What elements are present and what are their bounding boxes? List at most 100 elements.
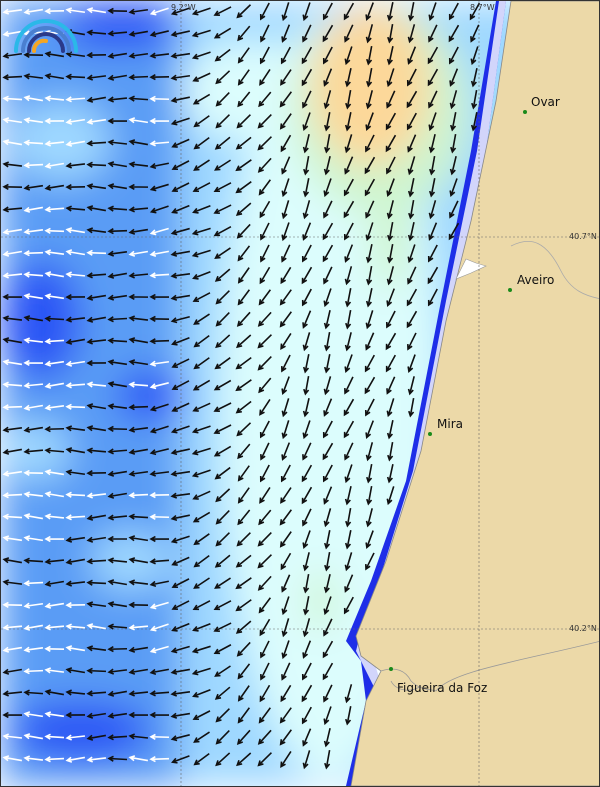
wave-arrow (191, 227, 211, 236)
wave-arrow (471, 89, 478, 110)
wave-arrow (149, 492, 170, 499)
wave-arrow (280, 46, 291, 65)
wave-arrow (366, 265, 373, 286)
wave-arrow (302, 508, 312, 527)
wave-arrow (343, 596, 354, 615)
wave-arrow (170, 645, 190, 654)
wave-arrow (2, 250, 23, 257)
wave-arrow (171, 204, 190, 214)
wave-arrow (215, 509, 230, 525)
city-label-ovar: Ovar (531, 95, 560, 109)
wave-arrow (128, 646, 149, 653)
wave-arrow (170, 7, 190, 16)
wave-arrow (303, 156, 310, 176)
wave-arrow (279, 113, 292, 130)
wave-arrow (236, 532, 251, 547)
wave-arrow (2, 52, 23, 59)
wave-arrow (343, 420, 355, 439)
wave-arrow (366, 486, 373, 506)
wave-arrow (44, 733, 65, 740)
wave-arrow (365, 90, 374, 110)
wave-arrow (86, 338, 107, 345)
wave-arrow (86, 316, 107, 323)
city-label-aveiro: Aveiro (517, 273, 555, 287)
wave-arrow (23, 689, 44, 696)
wave-arrow (385, 354, 397, 373)
wave-arrow (387, 244, 394, 264)
wave-arrow (470, 112, 478, 132)
wave-arrow (323, 530, 331, 550)
wave-arrow (365, 420, 375, 439)
wave-arrow (149, 162, 169, 170)
wave-arrow (44, 73, 65, 80)
wave-arrow (107, 30, 128, 37)
wave-arrow (281, 618, 290, 638)
wave-arrow (407, 244, 416, 264)
wave-arrow (302, 310, 312, 329)
wave-arrow (170, 448, 190, 456)
wave-arrow (23, 271, 44, 278)
wave-arrow (215, 312, 230, 327)
wave-arrow (302, 640, 312, 659)
wave-arrow (149, 117, 170, 125)
wave-arrow (365, 508, 373, 528)
wave-arrow (323, 288, 332, 308)
wave-arrow (170, 425, 190, 434)
wave-arrow (171, 160, 190, 171)
wave-arrow (149, 756, 170, 763)
wave-arrow (65, 602, 86, 609)
wave-arrow (193, 159, 210, 171)
wave-arrow (107, 205, 128, 212)
wave-arrow (128, 470, 149, 477)
wave-arrow (428, 2, 437, 22)
wave-arrow (259, 684, 271, 703)
wave-arrow (192, 182, 211, 193)
wave-arrow (344, 486, 352, 506)
wave-arrow (215, 752, 231, 767)
wave-arrow (86, 205, 107, 212)
wave-arrow (364, 134, 375, 153)
wave-arrow (281, 2, 290, 22)
wave-arrow (257, 554, 272, 569)
wave-arrow (322, 464, 333, 483)
wave-arrow (427, 244, 438, 263)
wave-arrow (365, 200, 375, 219)
wave-arrow (128, 52, 149, 59)
wave-arrow (193, 115, 210, 128)
wave-arrow (344, 376, 354, 395)
wave-arrow (213, 226, 232, 237)
wave-arrow (149, 623, 169, 632)
wave-arrow (385, 310, 396, 329)
wave-arrow (23, 382, 44, 389)
wave-arrow (235, 400, 252, 414)
wave-arrow (192, 379, 211, 391)
wave-arrow (23, 250, 44, 257)
wave-arrow (44, 513, 65, 520)
wave-arrow (128, 755, 149, 762)
wave-arrow (260, 24, 270, 43)
wave-arrow (257, 532, 272, 547)
wave-arrow (86, 140, 107, 147)
wave-arrow (257, 356, 272, 371)
wave-arrow (450, 134, 457, 154)
wave-arrow (149, 580, 169, 587)
wave-arrow (193, 533, 210, 546)
wave-arrow (323, 354, 331, 374)
wave-arrow (65, 162, 86, 169)
wave-arrow (302, 420, 311, 440)
wave-arrow (279, 311, 292, 328)
wave-arrow (149, 205, 169, 214)
wave-arrow (237, 47, 250, 64)
wave-arrow (302, 90, 312, 109)
wave-arrow (149, 711, 170, 719)
wave-arrow (344, 134, 353, 154)
wave-arrow (281, 640, 290, 660)
wave-arrow (2, 646, 23, 653)
wave-arrow (408, 199, 415, 220)
wave-arrow (86, 52, 107, 59)
wave-arrow (407, 222, 415, 242)
wave-arrow (449, 200, 459, 219)
wave-arrow (344, 332, 352, 352)
wave-arrow (171, 622, 190, 632)
